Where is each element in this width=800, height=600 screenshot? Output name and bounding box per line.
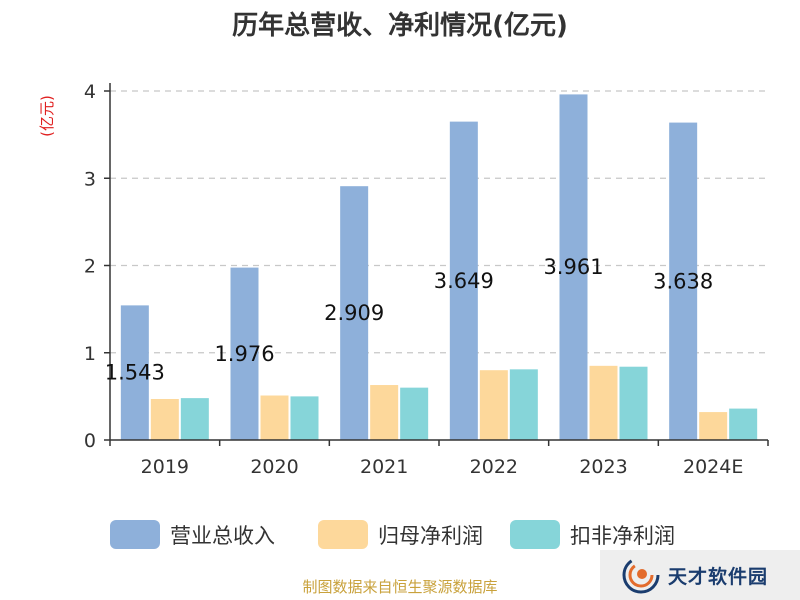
legend[interactable]: 营业总收入 归母净利润 扣非净利润 — [110, 520, 675, 549]
bar — [340, 186, 369, 440]
bar — [290, 396, 319, 440]
bar — [449, 121, 478, 440]
axes: 0 1 2 3 4 2019 2020 2021 2022 2023 2024E — [84, 81, 769, 478]
bar-value-label: 3.638 — [653, 269, 713, 293]
bar — [370, 385, 399, 440]
bar — [260, 395, 289, 440]
logo-text: 天才软件园 — [668, 566, 769, 588]
legend-label[interactable]: 归母净利润 — [378, 524, 483, 548]
y-tick-label: 4 — [84, 81, 96, 103]
bar — [120, 305, 149, 440]
bar-value-label: 3.649 — [434, 269, 494, 293]
x-tick-label: 2019 — [141, 456, 189, 478]
bar — [509, 369, 538, 440]
bar — [230, 267, 259, 440]
legend-swatch[interactable] — [510, 520, 560, 549]
bar-value-label: 2.909 — [324, 301, 384, 325]
bar-value-label: 1.976 — [214, 342, 274, 366]
bar-value-label: 1.543 — [105, 361, 165, 385]
bar — [479, 370, 508, 440]
y-axis-unit: (亿元) — [38, 95, 56, 137]
y-tick-label: 0 — [84, 430, 96, 452]
legend-swatch[interactable] — [110, 520, 160, 549]
x-tick-label: 2021 — [360, 456, 408, 478]
x-tick-label: 2022 — [470, 456, 518, 478]
bar — [400, 387, 429, 440]
legend-label[interactable]: 营业总收入 — [170, 524, 275, 548]
bar — [180, 398, 209, 440]
x-tick-label: 2020 — [250, 456, 298, 478]
y-tick-label: 1 — [84, 343, 96, 365]
legend-label[interactable]: 扣非净利润 — [570, 524, 675, 548]
source-note: 制图数据来自恒生聚源数据库 — [302, 578, 497, 596]
data-labels: 1.543 1.976 2.909 3.649 3.961 3.638 — [105, 255, 713, 384]
chart-title: 历年总营收、净利情况(亿元) — [232, 10, 568, 41]
bar — [589, 365, 618, 440]
legend-swatch[interactable] — [318, 520, 368, 549]
y-tick-label: 3 — [84, 168, 96, 190]
x-tick-label: 2023 — [579, 456, 627, 478]
bar — [619, 366, 648, 440]
bar — [559, 94, 588, 441]
bar — [669, 122, 698, 440]
swirl-logo-icon — [622, 556, 660, 594]
bars — [120, 94, 758, 441]
x-tick-label: 2024E — [683, 456, 743, 478]
bar — [699, 412, 728, 440]
y-tick-label: 2 — [84, 256, 96, 278]
bar — [729, 408, 758, 440]
bar — [150, 398, 179, 440]
bar-value-label: 3.961 — [543, 255, 603, 279]
